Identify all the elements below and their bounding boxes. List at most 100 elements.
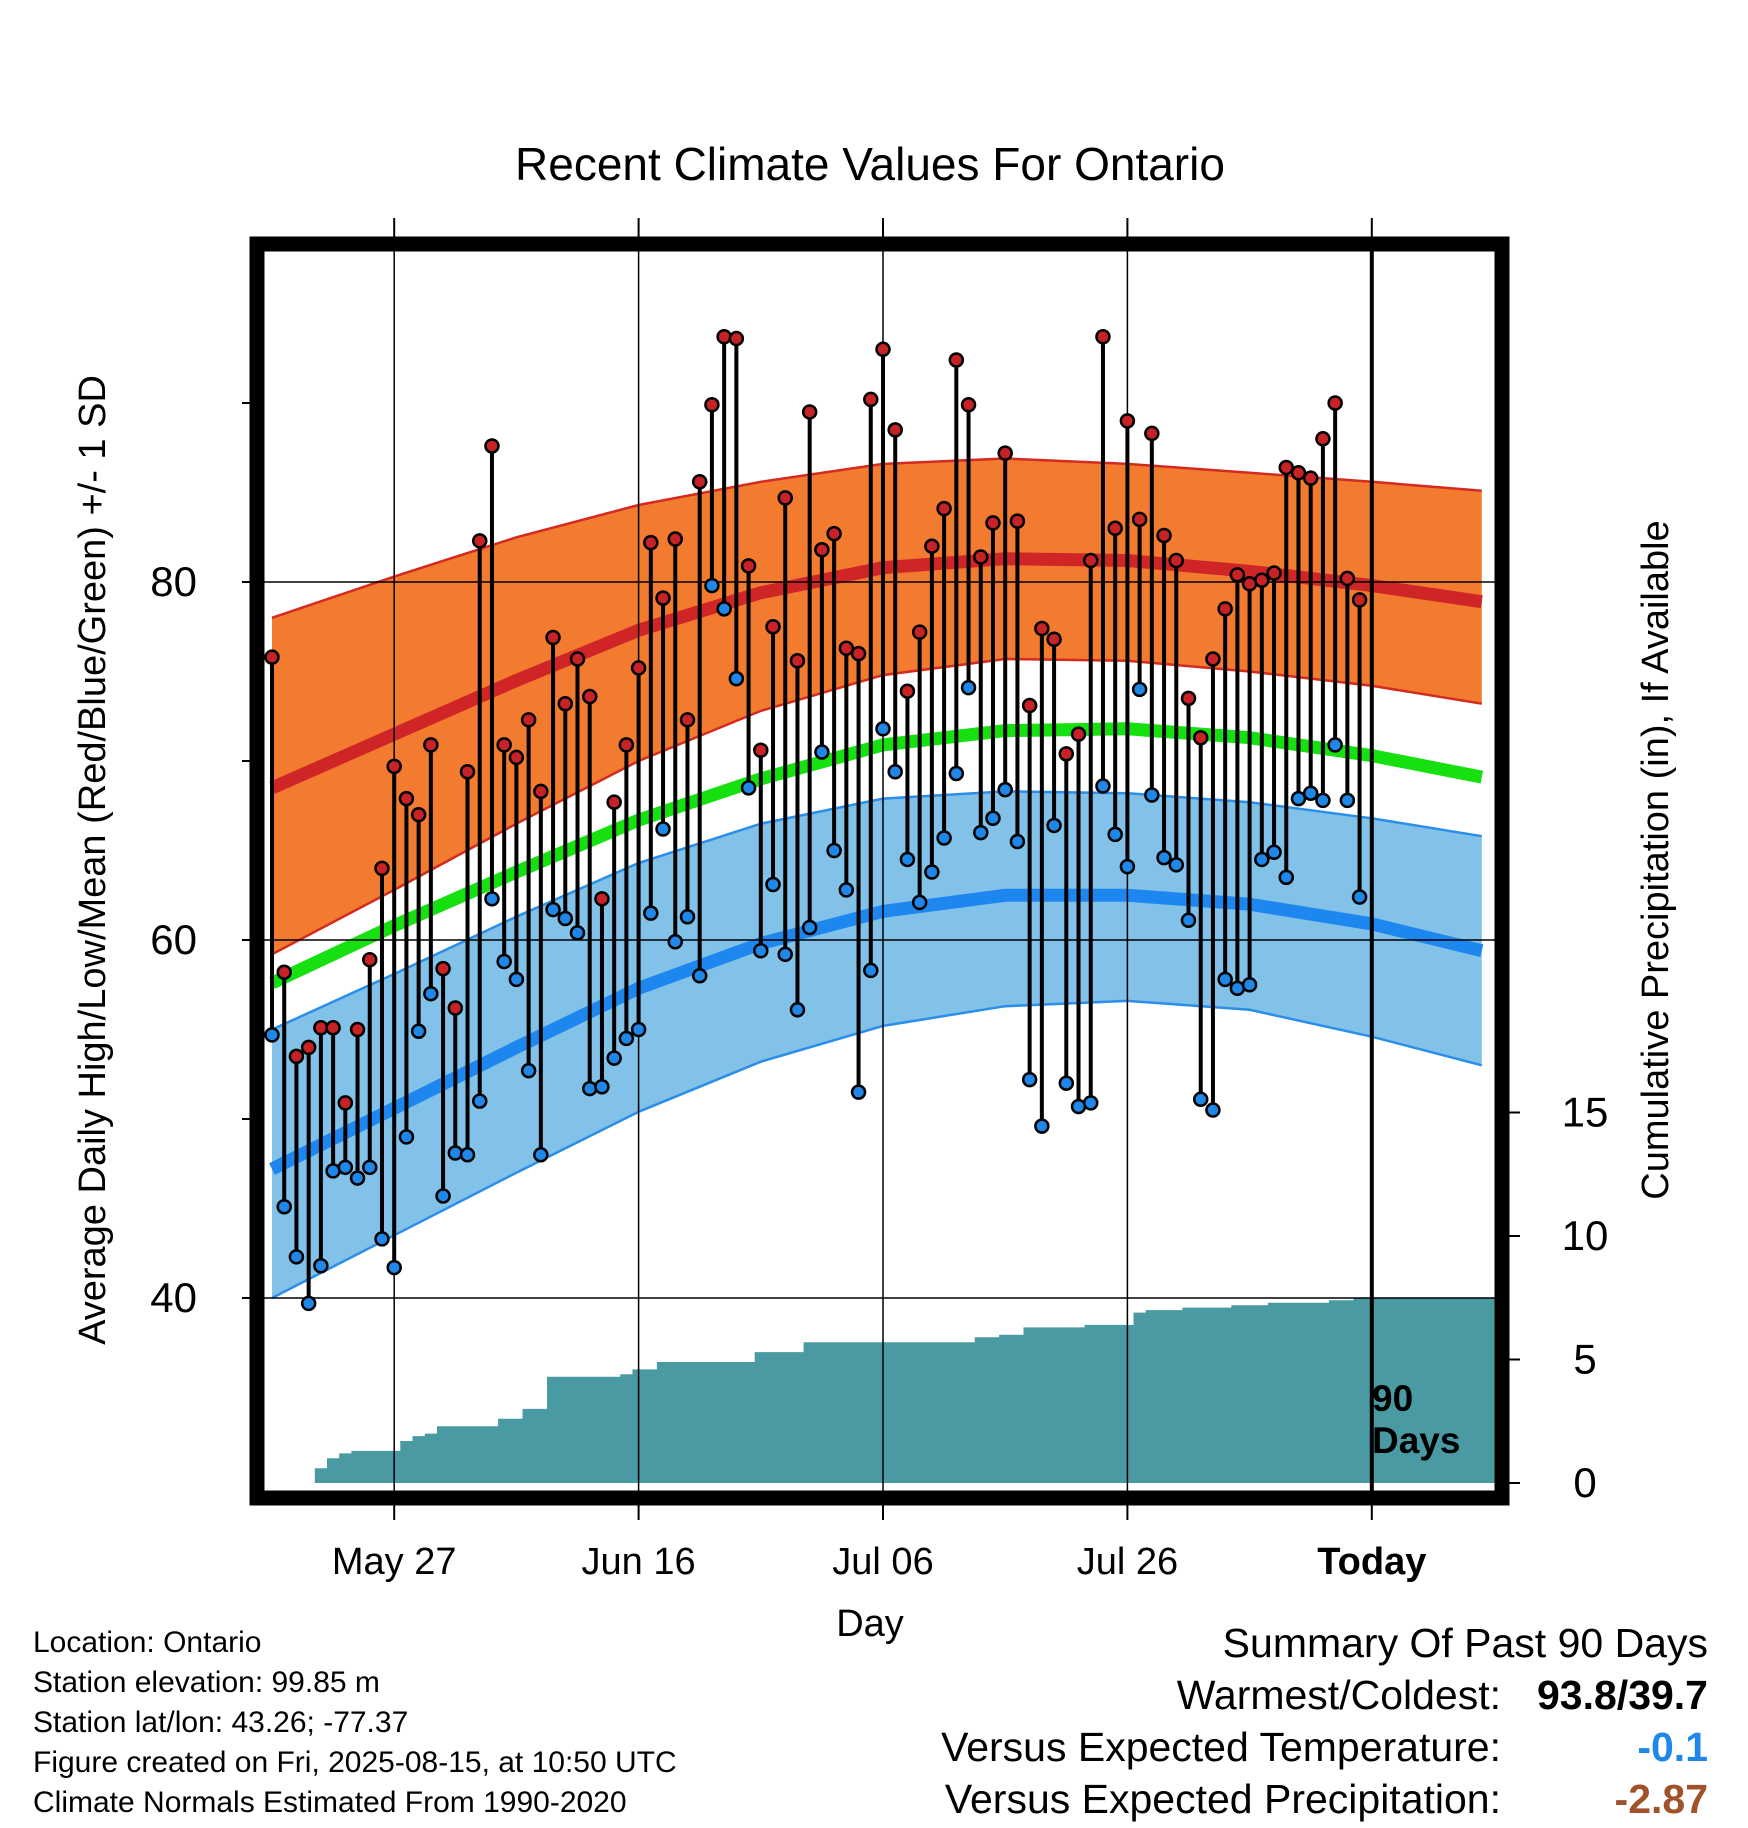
high-point [496,737,512,753]
low-point [337,1159,354,1176]
low-point [313,1258,329,1274]
low-point [789,1002,806,1018]
precip-tick-label: 0 [1573,1459,1596,1506]
high-point [1082,552,1099,569]
high-point [508,749,525,766]
low-point [496,953,512,970]
low-point [1034,1118,1050,1134]
low-point [1082,1095,1099,1111]
high-point [777,490,793,506]
low-point [594,1079,610,1095]
high-point [1131,511,1148,528]
low-point [1168,857,1185,873]
low-point [1058,1075,1075,1091]
high-point [801,404,818,420]
low-point [704,577,720,594]
low-point [899,851,916,868]
high-point [264,649,280,665]
low-point [691,968,708,984]
low-point [618,1030,635,1047]
high-point [1180,690,1197,707]
low-point [435,1188,451,1204]
low-point [887,763,903,780]
low-point [1119,858,1136,875]
high-point [288,1048,305,1065]
low-point [386,1259,402,1276]
high-point [533,783,549,800]
high-point [410,806,427,823]
low-point [349,1170,366,1186]
station-info: Location: Ontario Station elevation: 99.… [33,1623,677,1823]
high-point [1217,601,1233,617]
high-point [716,329,732,345]
low-point [1217,971,1233,988]
x-tick-label: May 27 [332,1541,457,1583]
high-point [1034,620,1050,637]
high-point [594,891,610,907]
low-point [960,679,977,696]
summary-precip-label: Versus Expected Precipitation: [944,1776,1501,1822]
footer-normals: Climate Normals Estimated From 1990-2020 [33,1786,627,1819]
summary-warmest-value: 93.8/39.7 [1537,1672,1708,1718]
low-point [838,882,855,898]
high-point [1254,572,1270,588]
summary-warmest-row: Warmest/Coldest: 93.8/39.7 [941,1669,1708,1721]
low-point [508,971,525,988]
high-point [740,558,757,574]
low-point [1107,826,1123,843]
high-point [838,640,855,656]
plot-frame [249,236,1510,1506]
low-point [985,810,1001,827]
low-point [533,1147,549,1163]
high-point [899,683,916,699]
low-point [557,910,574,927]
high-point [545,629,561,646]
plot-area [249,236,1510,1506]
low-point [716,601,732,617]
low-point [410,1023,427,1040]
low-point [936,830,952,846]
x-tick-label: Jul 26 [1077,1541,1178,1583]
high-point [863,391,879,408]
high-point [973,549,989,565]
low-point [1327,737,1343,753]
low-point [581,1080,598,1097]
low-point [1156,849,1172,866]
high-point [1021,697,1038,714]
high-point [325,1019,341,1036]
summary-panel: Summary Of Past 90 Days Warmest/Coldest:… [941,1617,1708,1825]
low-point [423,985,439,1002]
high-point [1107,520,1123,537]
high-point [386,758,402,775]
low-point [398,1129,415,1145]
precip-tick-label: 15 [1562,1089,1609,1136]
low-point [850,1084,867,1100]
x-axis-label: Day [836,1603,904,1645]
low-point [765,876,781,893]
high-point [520,712,537,728]
high-point [1095,329,1111,345]
low-point [1046,817,1062,834]
summary-temp-label: Versus Expected Temperature: [941,1724,1501,1770]
x-tick-label: Today [1317,1541,1426,1583]
low-point [801,919,818,936]
low-point [948,765,965,782]
high-point [618,737,635,753]
high-point [667,531,684,547]
high-point [679,712,696,728]
low-point [1205,1102,1221,1118]
high-point [704,397,720,413]
high-point [581,688,598,705]
high-point [1058,746,1075,762]
summary-temp-row: Versus Expected Temperature: -0.1 [941,1721,1708,1773]
low-point [447,1145,464,1161]
low-point [1009,833,1026,850]
low-point [545,901,561,918]
high-point [423,737,439,753]
high-point [948,352,965,368]
high-point [398,790,415,807]
high-point [1327,395,1343,411]
high-point [1266,565,1282,581]
low-point [471,1093,488,1109]
